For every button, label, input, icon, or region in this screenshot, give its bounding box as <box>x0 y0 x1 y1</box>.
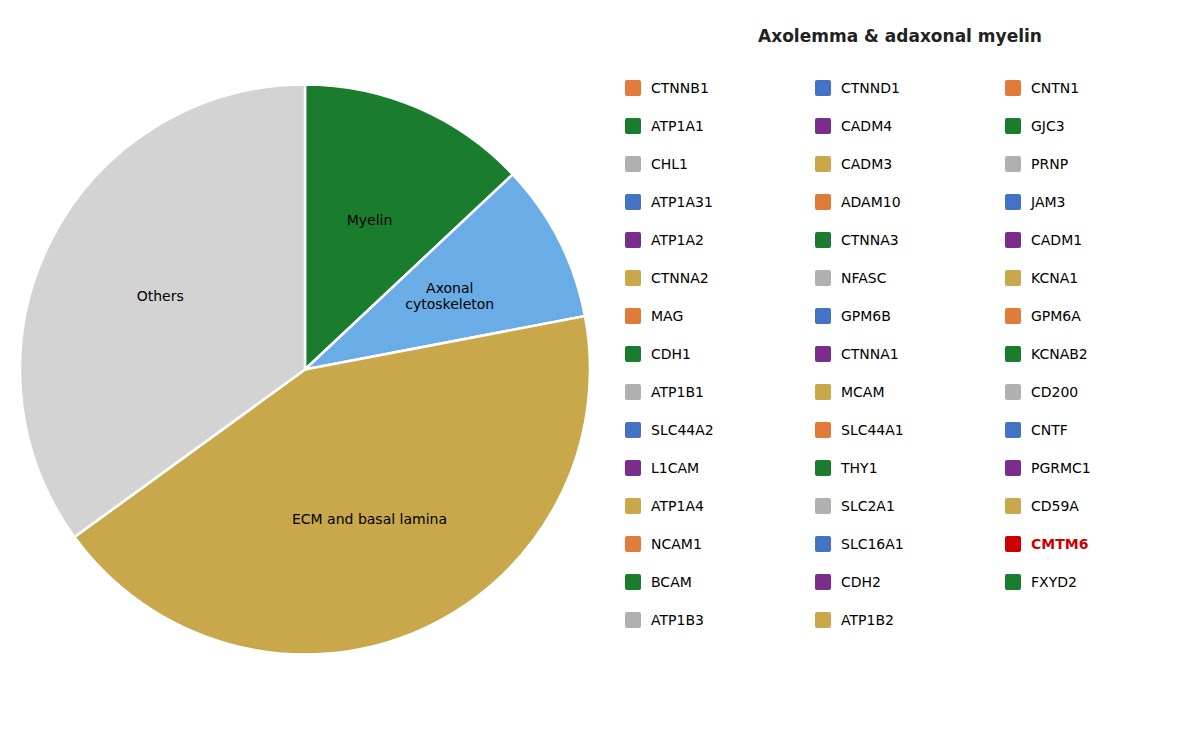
list-swatch <box>1005 80 1021 96</box>
list-swatch <box>815 194 831 210</box>
gene-list: Axolemma & adaxonal myelin CTNNB1 CTNND1 CN… <box>625 26 1091 628</box>
background <box>0 0 1200 739</box>
list-swatch <box>815 308 831 324</box>
list-swatch <box>1005 232 1021 248</box>
list-item: SLC16A1 <box>841 536 904 552</box>
list-swatch <box>1005 194 1021 210</box>
list-item: CHL1 <box>651 156 688 172</box>
pie-slice <box>20 85 305 538</box>
list-swatch <box>1005 422 1021 438</box>
list-item: ATP1B3 <box>651 612 704 628</box>
list-item: SLC44A1 <box>841 422 904 438</box>
list-item: JAM3 <box>1030 194 1065 210</box>
list-swatch <box>625 498 641 514</box>
list-swatch <box>1005 118 1021 134</box>
list-swatch <box>1005 574 1021 590</box>
pie-labels: Myelin Axonalcytoskeleton ECM and basal la… <box>137 212 495 526</box>
slice-label: Axonalcytoskeleton <box>405 280 494 312</box>
list-item: ATP1A31 <box>651 194 713 210</box>
list-item: CTNNB1 <box>651 80 709 96</box>
list-item: CADM3 <box>841 156 892 172</box>
list-swatch <box>815 498 831 514</box>
slice-label: Others <box>137 288 184 304</box>
list-item: NFASC <box>841 270 887 286</box>
list-item: GJC3 <box>1031 118 1065 134</box>
list-swatch <box>1005 384 1021 400</box>
slice-label: ECM and basal lamina <box>292 511 447 527</box>
list-item: CMTM6 <box>1031 536 1088 552</box>
list-swatch <box>625 422 641 438</box>
list-swatch <box>815 536 831 552</box>
list-swatch <box>815 232 831 248</box>
list-swatch <box>1005 156 1021 172</box>
list-item: CD59A <box>1031 498 1079 514</box>
list-swatch <box>625 156 641 172</box>
list-item: CTNNA1 <box>841 346 899 362</box>
list-item: ATP1A1 <box>651 118 704 134</box>
list-item: KCNA1 <box>1031 270 1078 286</box>
list-swatch <box>815 422 831 438</box>
list-item: CNTN1 <box>1031 80 1079 96</box>
list-item: GPM6B <box>841 308 891 324</box>
list-swatch <box>815 384 831 400</box>
list-swatch <box>815 612 831 628</box>
list-item: SLC44A2 <box>651 422 714 438</box>
list-item: ADAM10 <box>841 194 901 210</box>
list-swatch <box>815 460 831 476</box>
list-swatch <box>1005 498 1021 514</box>
list-swatch <box>625 346 641 362</box>
list-item: MAG <box>651 308 683 324</box>
list-swatch <box>625 194 641 210</box>
list-swatch <box>1005 270 1021 286</box>
list-item: CDH1 <box>651 346 691 362</box>
list-swatch <box>625 460 641 476</box>
list-item: CNTF <box>1031 422 1068 438</box>
list-item: ATP1A4 <box>651 498 704 514</box>
list-title: Axolemma & adaxonal myelin <box>758 26 1042 46</box>
list-swatch <box>625 80 641 96</box>
list-swatch <box>815 346 831 362</box>
list-swatch <box>815 118 831 134</box>
list-swatch <box>625 308 641 324</box>
list-swatch <box>1005 308 1021 324</box>
list-swatch <box>1005 346 1021 362</box>
list-item: CADM4 <box>841 118 892 134</box>
list-item: ATP1B1 <box>651 384 704 400</box>
list-swatch <box>625 270 641 286</box>
list-swatch <box>625 612 641 628</box>
list-item: THY1 <box>840 460 878 476</box>
slice-label: Myelin <box>347 212 393 228</box>
list-item: PRNP <box>1031 156 1068 172</box>
list-item: KCNAB2 <box>1031 346 1088 362</box>
list-item: ATP1A2 <box>651 232 704 248</box>
list-swatch <box>625 574 641 590</box>
list-item: MCAM <box>841 384 885 400</box>
list-item: NCAM1 <box>651 536 702 552</box>
list-item: CDH2 <box>841 574 881 590</box>
list-item: CADM1 <box>1031 232 1082 248</box>
list-swatch <box>625 232 641 248</box>
list-swatch <box>625 384 641 400</box>
list-item: CTNNA3 <box>841 232 899 248</box>
list-swatch <box>625 118 641 134</box>
list-swatch <box>1005 536 1021 552</box>
list-swatch <box>815 156 831 172</box>
list-item: BCAM <box>651 574 692 590</box>
list-swatch <box>815 574 831 590</box>
list-item: FXYD2 <box>1031 574 1077 590</box>
list-swatch <box>1005 460 1021 476</box>
list-swatch <box>815 80 831 96</box>
pie <box>20 85 590 655</box>
list-item: SLC2A1 <box>841 498 895 514</box>
list-item: CTNNA2 <box>651 270 709 286</box>
list-item: GPM6A <box>1031 308 1081 324</box>
chart: Myelin Axonalcytoskeleton ECM and basal la… <box>0 0 1200 739</box>
list-item: CTNND1 <box>841 80 900 96</box>
list-item: CD200 <box>1031 384 1078 400</box>
list-swatch <box>815 270 831 286</box>
list-item: PGRMC1 <box>1031 460 1091 476</box>
list-swatch <box>625 536 641 552</box>
list-item: ATP1B2 <box>841 612 894 628</box>
list-item: L1CAM <box>651 460 699 476</box>
